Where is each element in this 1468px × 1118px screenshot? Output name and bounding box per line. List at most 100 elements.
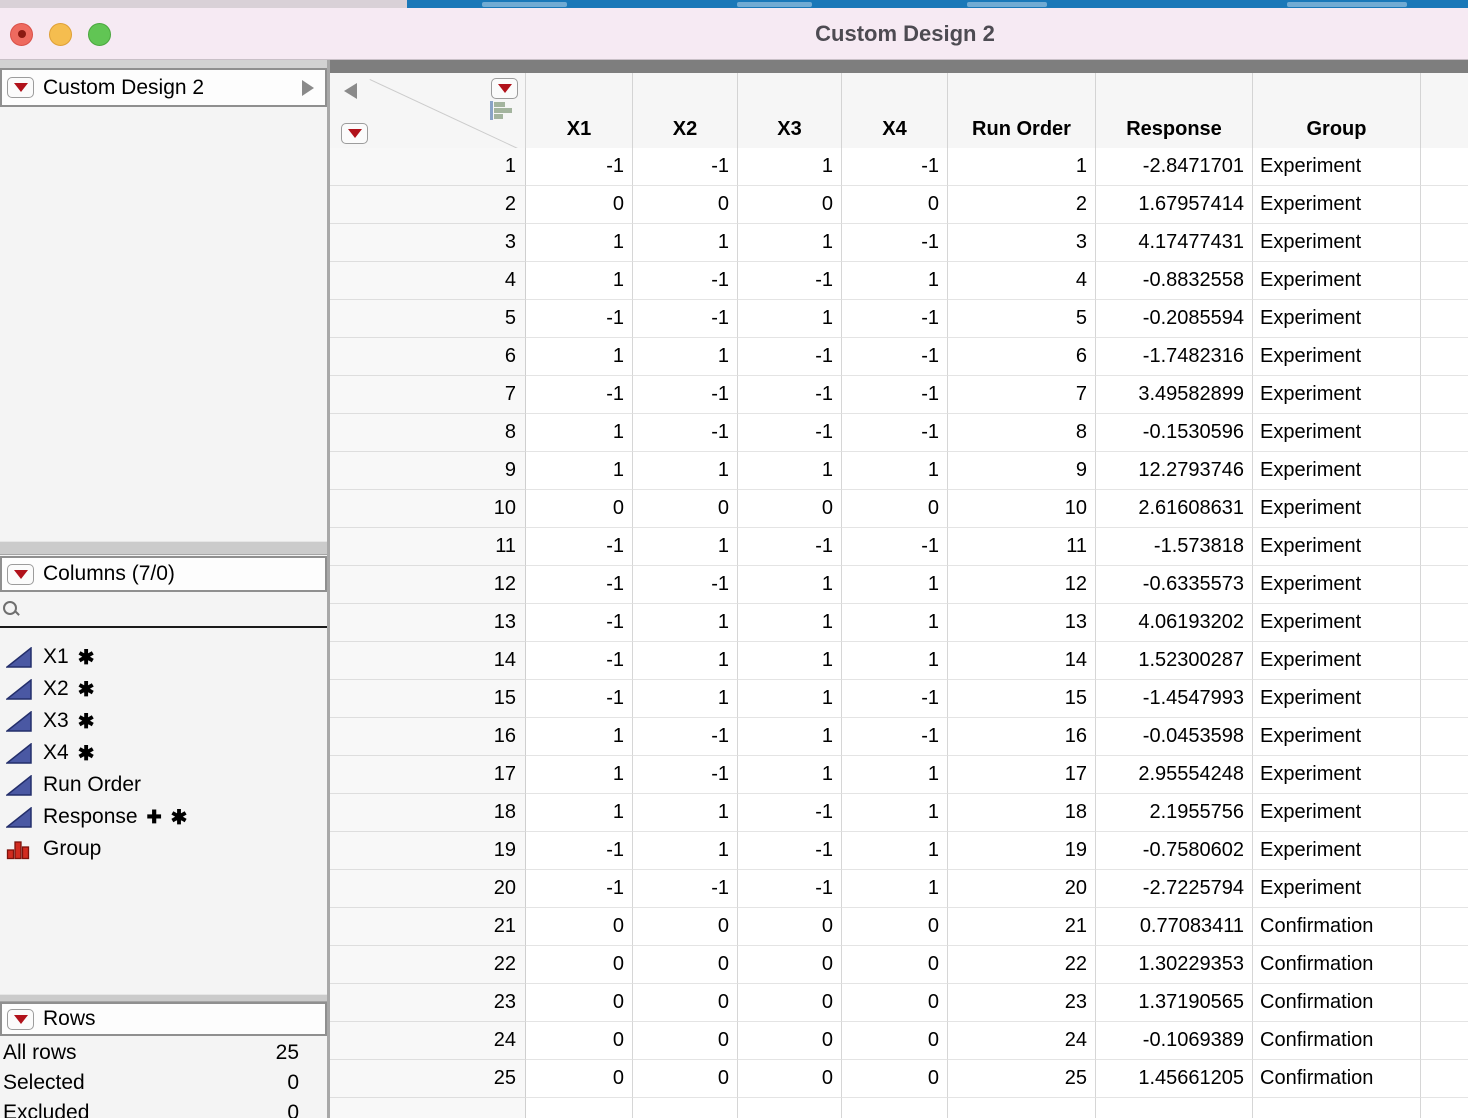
- data-cell[interactable]: 13: [948, 604, 1096, 642]
- data-cell[interactable]: -1: [526, 376, 633, 414]
- data-cell[interactable]: -1.4547993: [1096, 680, 1253, 718]
- design-panel-header[interactable]: Custom Design 2: [0, 68, 327, 107]
- column-list-item[interactable]: Response ✚ ✱: [0, 801, 327, 833]
- data-cell[interactable]: 1: [842, 794, 948, 832]
- data-cell[interactable]: -0.0453598: [1096, 718, 1253, 756]
- data-cell[interactable]: 24: [948, 1022, 1096, 1060]
- data-cell[interactable]: 1: [738, 756, 842, 794]
- row-number-cell[interactable]: 14: [330, 642, 526, 680]
- data-cell[interactable]: -1: [633, 718, 738, 756]
- group-cell[interactable]: Experiment: [1253, 604, 1421, 642]
- data-cell[interactable]: 4.06193202: [1096, 604, 1253, 642]
- data-cell[interactable]: 0: [633, 984, 738, 1022]
- data-cell[interactable]: 1.52300287: [1096, 642, 1253, 680]
- rows-panel-header[interactable]: Rows: [0, 1002, 327, 1036]
- row-number-cell[interactable]: 22: [330, 946, 526, 984]
- collapse-sidebar-icon[interactable]: [344, 83, 357, 99]
- data-cell[interactable]: 1: [633, 642, 738, 680]
- columns-panel-header[interactable]: Columns (7/0): [0, 556, 327, 592]
- data-cell[interactable]: -1: [738, 832, 842, 870]
- data-cell[interactable]: -1: [526, 148, 633, 186]
- data-cell[interactable]: 0: [842, 984, 948, 1022]
- data-cell[interactable]: 1: [738, 604, 842, 642]
- data-cell[interactable]: -1: [526, 642, 633, 680]
- data-cell[interactable]: 1: [738, 452, 842, 490]
- data-cell[interactable]: 0: [633, 1060, 738, 1098]
- data-cell[interactable]: 11: [948, 528, 1096, 566]
- data-cell[interactable]: -0.2085594: [1096, 300, 1253, 338]
- data-cell[interactable]: 22: [948, 946, 1096, 984]
- minimize-window-button[interactable]: [49, 22, 72, 46]
- zoom-window-button[interactable]: [88, 22, 111, 46]
- data-cell[interactable]: 0: [738, 490, 842, 528]
- group-cell[interactable]: Experiment: [1253, 300, 1421, 338]
- row-number-cell[interactable]: 2: [330, 186, 526, 224]
- column-view-icon[interactable]: [490, 101, 516, 120]
- data-cell[interactable]: -1: [842, 718, 948, 756]
- data-cell[interactable]: 5: [948, 300, 1096, 338]
- group-cell[interactable]: Confirmation: [1253, 946, 1421, 984]
- data-cell[interactable]: -1: [633, 414, 738, 452]
- group-cell[interactable]: Experiment: [1253, 452, 1421, 490]
- data-cell[interactable]: 2.95554248: [1096, 756, 1253, 794]
- data-cell[interactable]: 1: [633, 604, 738, 642]
- group-cell[interactable]: Confirmation: [1253, 1060, 1421, 1098]
- data-cell[interactable]: 1: [526, 756, 633, 794]
- data-cell[interactable]: -1.573818: [1096, 528, 1253, 566]
- data-cell[interactable]: 21: [948, 908, 1096, 946]
- data-cell[interactable]: 14: [948, 642, 1096, 680]
- column-list-item[interactable]: X4 ✱: [0, 737, 327, 769]
- group-cell[interactable]: [1253, 1098, 1421, 1118]
- data-cell[interactable]: -1: [738, 528, 842, 566]
- data-cell[interactable]: 1: [842, 642, 948, 680]
- data-cell[interactable]: -1: [842, 528, 948, 566]
- data-cell[interactable]: 17: [948, 756, 1096, 794]
- red-triangle-menu-icon[interactable]: [7, 563, 34, 585]
- group-cell[interactable]: Experiment: [1253, 414, 1421, 452]
- group-cell[interactable]: Experiment: [1253, 870, 1421, 908]
- group-cell[interactable]: Experiment: [1253, 832, 1421, 870]
- row-number-cell[interactable]: 6: [330, 338, 526, 376]
- data-cell[interactable]: [633, 1098, 738, 1118]
- data-cell[interactable]: 1: [526, 414, 633, 452]
- data-cell[interactable]: 20: [948, 870, 1096, 908]
- row-number-cell[interactable]: 10: [330, 490, 526, 528]
- data-cell[interactable]: 1: [633, 224, 738, 262]
- data-cell[interactable]: 1: [842, 452, 948, 490]
- data-cell[interactable]: 0: [526, 490, 633, 528]
- data-cell[interactable]: 1: [526, 718, 633, 756]
- data-cell[interactable]: -1: [842, 300, 948, 338]
- data-cell[interactable]: 0: [633, 946, 738, 984]
- row-number-cell[interactable]: 1: [330, 148, 526, 186]
- column-list-item[interactable]: Group: [0, 833, 327, 865]
- row-number-cell[interactable]: 3: [330, 224, 526, 262]
- data-cell[interactable]: [1096, 1098, 1253, 1118]
- data-cell[interactable]: 1: [842, 604, 948, 642]
- data-cell[interactable]: 9: [948, 452, 1096, 490]
- data-cell[interactable]: 12: [948, 566, 1096, 604]
- data-cell[interactable]: -1: [842, 376, 948, 414]
- row-number-cell[interactable]: 20: [330, 870, 526, 908]
- data-cell[interactable]: 1.45661205: [1096, 1060, 1253, 1098]
- red-triangle-menu-icon[interactable]: [7, 77, 34, 98]
- data-cell[interactable]: -0.6335573: [1096, 566, 1253, 604]
- column-header-group[interactable]: Group: [1253, 73, 1421, 148]
- data-cell[interactable]: -1: [526, 680, 633, 718]
- row-number-cell[interactable]: 11: [330, 528, 526, 566]
- data-cell[interactable]: 0: [738, 1022, 842, 1060]
- group-cell[interactable]: Experiment: [1253, 490, 1421, 528]
- data-cell[interactable]: -1: [526, 604, 633, 642]
- data-cell[interactable]: 18: [948, 794, 1096, 832]
- data-cell[interactable]: 2: [948, 186, 1096, 224]
- row-number-cell[interactable]: 25: [330, 1060, 526, 1098]
- data-cell[interactable]: 1: [633, 832, 738, 870]
- data-cell[interactable]: 15: [948, 680, 1096, 718]
- group-cell[interactable]: Experiment: [1253, 338, 1421, 376]
- data-cell[interactable]: -1: [738, 414, 842, 452]
- data-cell[interactable]: 1: [842, 566, 948, 604]
- column-header-x1[interactable]: X1: [526, 73, 633, 148]
- panel-splitter[interactable]: [0, 541, 327, 555]
- data-cell[interactable]: 16: [948, 718, 1096, 756]
- data-cell[interactable]: 0: [842, 186, 948, 224]
- data-cell[interactable]: 4.17477431: [1096, 224, 1253, 262]
